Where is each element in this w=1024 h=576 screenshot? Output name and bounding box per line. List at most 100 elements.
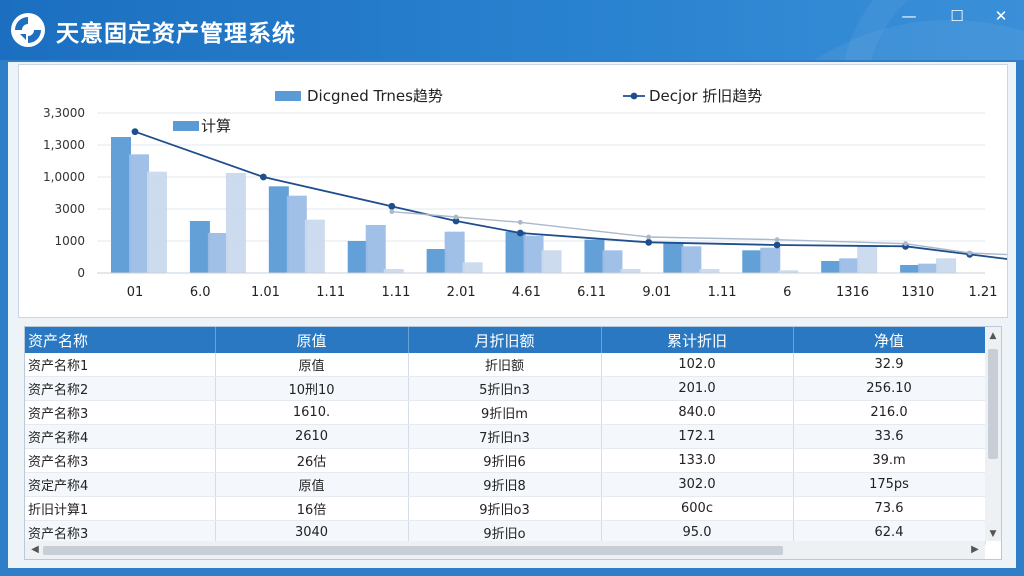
- legend-swatch: [630, 92, 638, 100]
- column-header-monthly-depreciation[interactable]: 月折旧额: [408, 327, 602, 353]
- cell-monthly-depreciation: 7折旧n3: [408, 424, 602, 449]
- line-point: [645, 238, 653, 246]
- bar: [541, 250, 562, 273]
- bar: [111, 137, 131, 273]
- scroll-left-icon[interactable]: ◀: [31, 544, 39, 555]
- cell-asset-name: 资产名称4: [25, 424, 216, 449]
- vertical-scrollbar[interactable]: ▲ ▼: [985, 327, 1001, 541]
- x-tick-label: 6.0: [190, 285, 211, 300]
- bar: [286, 195, 307, 273]
- bar: [857, 246, 878, 273]
- x-tick-label: 2.01: [447, 285, 476, 300]
- cell-asset-name: 资产名称3: [25, 520, 216, 545]
- cell-net-value: 256.10: [793, 376, 986, 401]
- bar: [900, 265, 921, 273]
- cell-asset-name: 资产名称2: [25, 376, 216, 401]
- bar: [681, 246, 702, 273]
- cell-accumulated-depreciation: 102.0: [601, 353, 794, 377]
- bar: [365, 225, 386, 273]
- line-point: [131, 128, 139, 136]
- cell-accumulated-depreciation: 840.0: [601, 400, 794, 425]
- line-series: [134, 130, 1007, 260]
- legend-label: Decjor 折旧趋势: [649, 87, 762, 105]
- cell-accumulated-depreciation: 600c: [601, 496, 794, 521]
- bar: [699, 269, 720, 273]
- column-header-net-value[interactable]: 净值: [793, 327, 986, 353]
- table-header-row: 资产名称 原值 月折旧额 累计折旧 净值: [25, 327, 986, 353]
- cell-net-value: 175ps: [793, 472, 986, 497]
- title-bar: 天意固定资产管理系统 — ☐ ✕: [0, 0, 1024, 60]
- horizontal-scrollbar[interactable]: ◀ ▶: [25, 541, 985, 559]
- line-point: [389, 209, 395, 215]
- y-tick-label: 3,3000: [43, 106, 85, 120]
- y-tick-label: 1000: [54, 234, 85, 248]
- horizontal-scroll-thumb[interactable]: [43, 546, 783, 555]
- cell-monthly-depreciation: 9折旧o3: [408, 496, 602, 521]
- cell-monthly-depreciation: 9折旧8: [408, 472, 602, 497]
- table-row[interactable]: 资定产称4 原值 9折旧8 302.0 175ps: [25, 472, 986, 497]
- maximize-button[interactable]: ☐: [950, 7, 964, 25]
- scroll-up-icon[interactable]: ▲: [989, 331, 997, 341]
- x-tick-label: 1.21: [969, 285, 998, 300]
- x-tick-label: 4.61: [512, 285, 541, 300]
- column-header-asset-name[interactable]: 资产名称: [25, 327, 216, 353]
- table-row[interactable]: 资产名称3 26估 9折旧6 133.0 39.m: [25, 448, 986, 473]
- cell-original-value: 原值: [215, 472, 409, 497]
- legend-label: Dicgned Trnes趋势: [307, 87, 443, 105]
- y-tick-label: 1,0000: [43, 170, 85, 184]
- bar: [602, 250, 623, 273]
- cell-net-value: 33.6: [793, 424, 986, 449]
- line-point: [516, 229, 524, 237]
- bar: [523, 235, 544, 273]
- cell-original-value: 10刑10: [215, 376, 409, 401]
- line-point: [452, 217, 460, 225]
- x-tick-label: 6: [783, 285, 791, 300]
- bar: [304, 219, 325, 273]
- cell-asset-name: 折旧计算1: [25, 496, 216, 521]
- cell-asset-name: 资产名称1: [25, 353, 216, 377]
- bar: [663, 242, 684, 273]
- cell-accumulated-depreciation: 201.0: [601, 376, 794, 401]
- legend-label: 计算: [201, 117, 231, 135]
- y-tick-label: 3000: [54, 202, 85, 216]
- bar: [268, 186, 289, 273]
- bar: [347, 241, 368, 273]
- app-logo-icon: [11, 13, 45, 47]
- x-tick-label: 1310: [901, 285, 934, 300]
- x-tick-label: 1.11: [708, 285, 737, 300]
- cell-net-value: 216.0: [793, 400, 986, 425]
- table-row[interactable]: 折旧计算1 16倍 9折旧o3 600c 73.6: [25, 496, 986, 521]
- bar: [839, 258, 860, 273]
- line-point: [774, 237, 780, 243]
- cell-monthly-depreciation: 9折旧o: [408, 520, 602, 545]
- line-point: [903, 241, 908, 247]
- column-header-original-value[interactable]: 原值: [215, 327, 409, 353]
- x-tick-label: 01: [127, 285, 144, 300]
- depreciation-chart: 0 1000 3000 1,0000 1,3000 3,3000 01 6.0 1.01 1.11…: [43, 87, 1007, 300]
- table-row[interactable]: 资产名称2 10刑10 5折旧n3 201.0 256.10: [25, 376, 986, 401]
- table-row[interactable]: 资产名称3 1610. 9折旧m 840.0 216.0: [25, 400, 986, 425]
- cell-monthly-depreciation: 9折旧m: [408, 400, 602, 425]
- cell-monthly-depreciation: 9折旧6: [408, 448, 602, 473]
- table-row[interactable]: 资产名称1 原值 折旧额 102.0 32.9: [25, 353, 986, 377]
- minimize-button[interactable]: —: [901, 7, 917, 25]
- cell-original-value: 16倍: [215, 496, 409, 521]
- scroll-right-icon[interactable]: ▶: [971, 544, 979, 555]
- legend-swatch: [173, 121, 199, 131]
- scroll-down-icon[interactable]: ▼: [989, 529, 997, 539]
- cell-asset-name: 资产名称3: [25, 400, 216, 425]
- close-button[interactable]: ✕: [994, 7, 1008, 25]
- bar: [936, 258, 957, 273]
- bar: [426, 249, 447, 273]
- x-tick-label: 1316: [836, 285, 869, 300]
- x-tick-label: 1.11: [381, 285, 410, 300]
- asset-table-panel: 资产名称 原值 月折旧额 累计折旧 净值 资产名称1 原值 折旧额 102.0 …: [24, 326, 1002, 560]
- column-header-accumulated-depreciation[interactable]: 累计折旧: [601, 327, 794, 353]
- cell-accumulated-depreciation: 133.0: [601, 448, 794, 473]
- cell-original-value: 26估: [215, 448, 409, 473]
- vertical-scroll-thumb[interactable]: [988, 349, 998, 459]
- x-tick-label: 1.11: [316, 285, 345, 300]
- cell-accumulated-depreciation: 95.0: [601, 520, 794, 545]
- table-row[interactable]: 资产名称4 2610 7折旧n3 172.1 33.6: [25, 424, 986, 449]
- line-point: [773, 241, 781, 249]
